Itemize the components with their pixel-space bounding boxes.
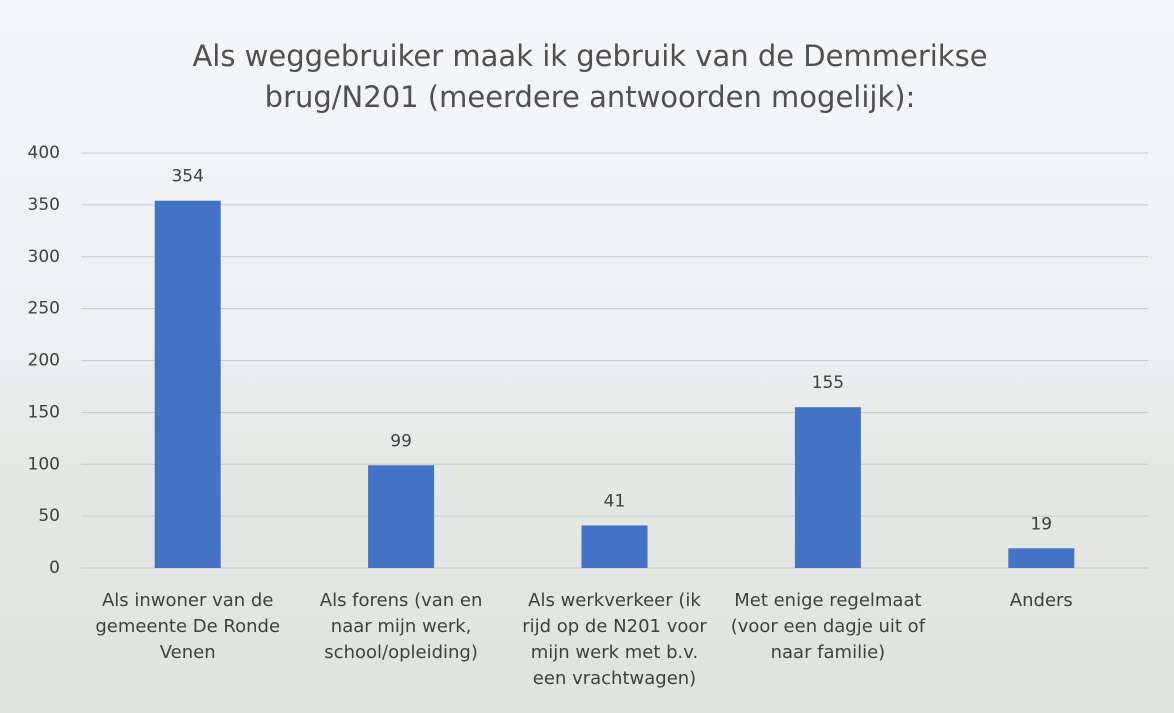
bar <box>1008 548 1075 568</box>
value-label: 155 <box>812 373 844 393</box>
y-tick-label: 250 <box>28 299 60 319</box>
y-tick-label: 400 <box>28 143 60 163</box>
x-tick-label: Anders <box>1009 590 1073 611</box>
bar <box>154 200 221 568</box>
value-label: 354 <box>171 167 203 187</box>
y-tick-label: 0 <box>49 558 60 578</box>
y-tick-label: 200 <box>28 351 60 371</box>
bar <box>581 525 648 568</box>
x-tick-label: Als inwoner van de gemeente De Ronde Ven… <box>95 590 281 663</box>
x-tick-label: Als forens (van en naar mijn werk, schoo… <box>319 590 483 663</box>
x-tick-label: Als werkverkeer (ik rijd op de N201 voor… <box>522 590 707 689</box>
value-label: 19 <box>1030 514 1052 534</box>
bar <box>794 407 861 568</box>
value-label: 99 <box>390 431 412 451</box>
x-tick-label: Met enige regelmaat (voor een dagje uit … <box>730 590 926 663</box>
y-tick-label: 150 <box>28 402 60 422</box>
value-label: 41 <box>604 491 626 511</box>
bar <box>368 465 435 568</box>
y-tick-label: 300 <box>28 247 60 267</box>
chart-title: Als weggebruiker maak ik gebruik van de … <box>192 39 988 114</box>
y-tick-label: 100 <box>28 454 60 474</box>
y-tick-label: 50 <box>38 506 60 526</box>
y-tick-label: 350 <box>28 195 60 215</box>
